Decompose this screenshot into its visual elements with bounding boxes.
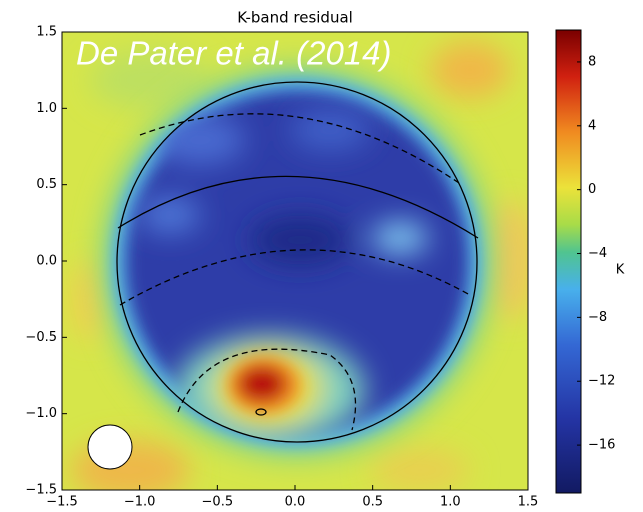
- colorbar-tick-label: −12: [588, 374, 615, 389]
- x-tick-label: 1.5: [518, 495, 539, 510]
- heatmap: [62, 32, 535, 500]
- colorbar-tick-label: 4: [588, 118, 596, 133]
- colorbar: [556, 30, 581, 493]
- chart-title: K-band residual: [237, 9, 353, 27]
- colorbar-tick-label: −4: [588, 246, 607, 261]
- colorbar-tick-label: 8: [588, 54, 596, 69]
- y-tick-label: −0.5: [25, 330, 57, 345]
- colorbar-label: K: [616, 263, 625, 278]
- y-tick-label: 1.5: [36, 25, 57, 40]
- colorbar-tick-label: −8: [588, 310, 607, 325]
- y-tick-label: 0.5: [36, 177, 57, 192]
- x-tick-label: 0.0: [285, 495, 306, 510]
- x-tick-label: 1.0: [440, 495, 461, 510]
- annotation: De Pater et al. (2014): [76, 35, 392, 72]
- y-tick-label: −1.0: [25, 406, 57, 421]
- chart: K-band residual De Pater et al. (2014) K…: [0, 0, 643, 512]
- y-tick-label: 0.0: [36, 254, 57, 269]
- x-tick-label: 0.5: [362, 495, 383, 510]
- y-tick-label: 1.0: [36, 101, 57, 116]
- x-tick-label: −0.5: [202, 495, 234, 510]
- colorbar-tick-label: 0: [588, 182, 596, 197]
- y-tick-label: −1.5: [25, 483, 57, 498]
- colorbar-tick-label: −16: [588, 438, 615, 453]
- x-tick-label: −1.0: [124, 495, 156, 510]
